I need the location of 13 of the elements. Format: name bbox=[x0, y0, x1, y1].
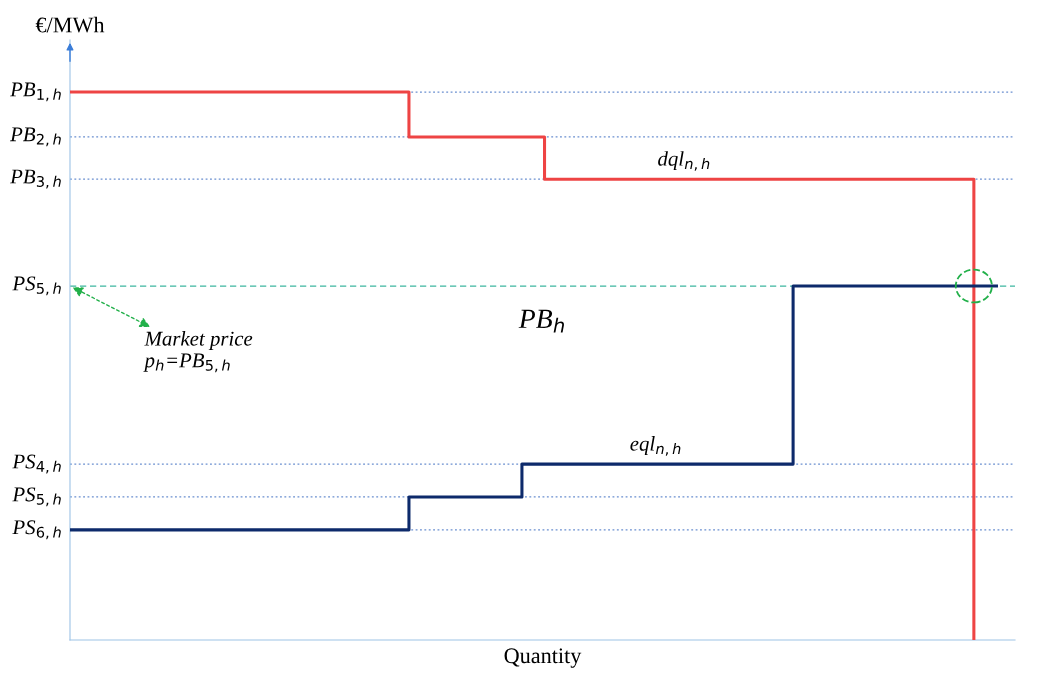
ref-line-label: PB$_{1,h}$ bbox=[10, 82, 61, 102]
annotation: PB$_{h}$ bbox=[518, 309, 564, 333]
annotation: Market price p$_{h}$=PB$_{5,h}$ bbox=[143, 331, 253, 373]
ref-line-label: PS$_{6,h}$ bbox=[12, 520, 61, 540]
annotation: dql$_{n,h}$ bbox=[658, 151, 710, 171]
annotation: eql$_{n,h}$ bbox=[630, 436, 681, 456]
ref-line-label: PS$_{4,h}$ bbox=[12, 454, 61, 474]
ref-line-label: PB$_{2,h}$ bbox=[10, 127, 61, 147]
ref-line-label: PS$_{5,h}$ bbox=[12, 276, 61, 296]
y-axis-title: €/MWh bbox=[35, 16, 105, 33]
x-axis-title: Quantity bbox=[504, 648, 582, 668]
ref-line-label: PB$_{3,h}$ bbox=[10, 169, 61, 189]
ref-line-label: PS$_{5,h}$ bbox=[12, 487, 61, 507]
